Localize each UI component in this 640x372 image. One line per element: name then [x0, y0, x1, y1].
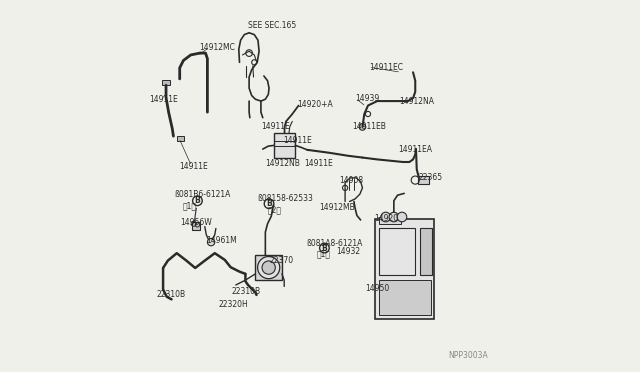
Text: B: B	[195, 196, 200, 205]
Text: ß08158-62533: ß08158-62533	[257, 194, 313, 203]
Text: 14911E: 14911E	[149, 95, 178, 104]
Text: （1）: （1）	[316, 250, 330, 259]
Text: ß081B6-6121A: ß081B6-6121A	[174, 190, 230, 199]
Text: 22310B: 22310B	[157, 291, 186, 299]
Text: 14911E: 14911E	[305, 158, 333, 168]
Text: （2）: （2）	[268, 205, 282, 214]
Text: （1）: （1）	[182, 201, 196, 211]
Circle shape	[397, 212, 407, 222]
Text: 14961M: 14961M	[206, 236, 237, 245]
Circle shape	[381, 212, 390, 222]
Circle shape	[262, 261, 275, 274]
Text: 14911EB: 14911EB	[352, 122, 386, 131]
Circle shape	[207, 238, 215, 246]
Text: 14956W: 14956W	[180, 218, 212, 227]
Text: 14911EA: 14911EA	[398, 145, 432, 154]
Bar	[379, 280, 431, 315]
Text: NPP3003A: NPP3003A	[449, 350, 488, 360]
Text: 14920: 14920	[374, 214, 399, 223]
Bar	[255, 255, 282, 280]
Text: 14912NB: 14912NB	[266, 158, 300, 168]
Text: SEE SEC.165: SEE SEC.165	[248, 21, 296, 30]
Text: 14911E: 14911E	[262, 122, 291, 131]
Bar	[374, 219, 435, 319]
Bar	[418, 176, 429, 184]
Bar	[379, 217, 401, 224]
Text: 22365: 22365	[419, 173, 443, 182]
Text: 14912MB: 14912MB	[319, 203, 355, 212]
Text: 14932: 14932	[336, 247, 360, 256]
Bar	[420, 228, 431, 275]
Text: 14912NA: 14912NA	[399, 97, 434, 106]
Bar	[379, 228, 415, 275]
Text: B: B	[321, 244, 327, 253]
Circle shape	[359, 124, 366, 130]
Circle shape	[389, 212, 399, 222]
Bar	[191, 222, 200, 230]
Text: 22370: 22370	[269, 256, 293, 265]
Bar	[163, 80, 170, 85]
Text: 14912MC: 14912MC	[199, 43, 235, 52]
Text: 14911EC: 14911EC	[369, 62, 403, 72]
Text: 14950: 14950	[365, 284, 389, 293]
Text: 14908: 14908	[339, 176, 364, 185]
Text: 22320H: 22320H	[218, 300, 248, 310]
Text: 22310B: 22310B	[232, 287, 260, 296]
Bar	[177, 136, 184, 141]
Text: 14920+A: 14920+A	[297, 100, 333, 109]
Text: ß081A8-6121A: ß081A8-6121A	[306, 239, 362, 248]
Text: 14939: 14939	[355, 94, 380, 103]
Text: 14911E: 14911E	[179, 161, 208, 170]
Bar	[274, 133, 295, 158]
Text: 14911E: 14911E	[283, 137, 312, 145]
Circle shape	[258, 257, 280, 279]
Text: B: B	[266, 199, 272, 208]
